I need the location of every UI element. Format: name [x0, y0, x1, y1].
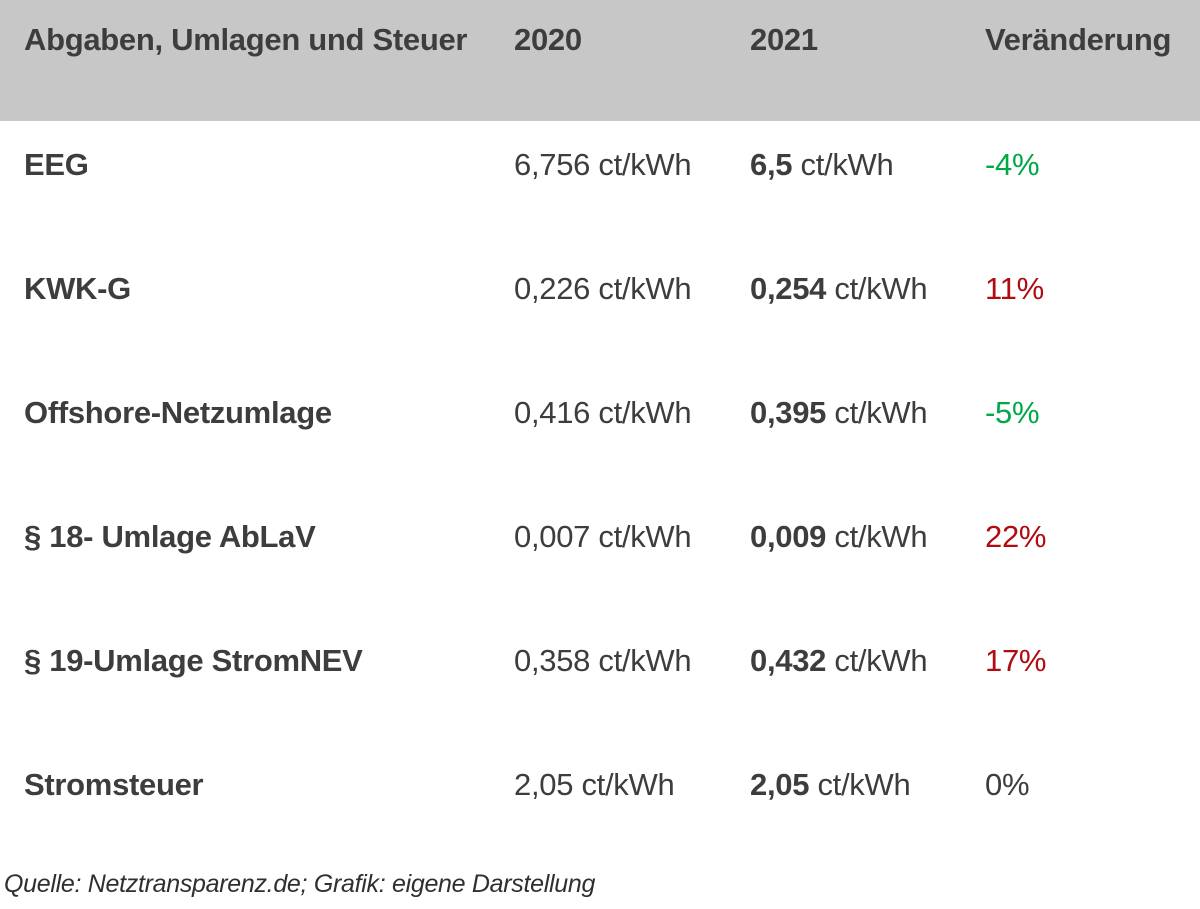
value-2021-unit: ct/kWh [792, 147, 894, 182]
row-label: § 18- Umlage AbLaV [24, 519, 316, 554]
value-2021: 0,009 ct/kWh [750, 519, 985, 555]
value-2021-number: 0,009 [750, 519, 827, 554]
value-2020-number: 0,358 [514, 643, 591, 678]
value-2021-unit: ct/kWh [826, 519, 928, 554]
value-2021-number: 0,254 [750, 271, 827, 306]
value-2021-number: 0,432 [750, 643, 827, 678]
value-2021: 6,5 ct/kWh [750, 147, 985, 183]
header-change: Veränderung [985, 22, 1172, 57]
row-label: EEG [24, 147, 89, 182]
value-2020-unit: ct/kWh [590, 147, 692, 182]
value-2020-number: 0,007 [514, 519, 591, 554]
value-2021-unit: ct/kWh [826, 643, 928, 678]
value-2020-unit: ct/kWh [590, 643, 692, 678]
value-2021-unit: ct/kWh [809, 767, 911, 802]
row-label: Offshore-Netzumlage [24, 395, 332, 430]
change-value: 0% [985, 767, 1030, 802]
value-2021-unit: ct/kWh [826, 271, 928, 306]
value-2020: 6,756 ct/kWh [514, 147, 750, 183]
header-title: Abgaben, Umlagen und Steuer [24, 22, 468, 57]
change-value: 22% [985, 519, 1047, 554]
table-row: EEG 6,756 ct/kWh 6,5 ct/kWh -4% [0, 121, 1200, 245]
value-2020: 0,226 ct/kWh [514, 271, 750, 307]
row-label: Stromsteuer [24, 767, 204, 802]
value-2020-unit: ct/kWh [573, 767, 675, 802]
row-label: KWK-G [24, 271, 131, 306]
value-2020-unit: ct/kWh [590, 519, 692, 554]
value-2021: 0,254 ct/kWh [750, 271, 985, 307]
source-note: Quelle: Netztransparenz.de; Grafik: eige… [4, 870, 596, 898]
table-row: Stromsteuer 2,05 ct/kWh 2,05 ct/kWh 0% [0, 741, 1200, 865]
table-body: EEG 6,756 ct/kWh 6,5 ct/kWh -4% KWK-G 0,… [0, 121, 1200, 865]
value-2020-unit: ct/kWh [590, 271, 692, 306]
value-2020: 0,416 ct/kWh [514, 395, 750, 431]
change-value: -5% [985, 395, 1040, 430]
value-2021-unit: ct/kWh [826, 395, 928, 430]
table-row: § 19-Umlage StromNEV 0,358 ct/kWh 0,432 … [0, 617, 1200, 741]
value-2021-number: 6,5 [750, 147, 793, 182]
change-value: -4% [985, 147, 1040, 182]
value-2021: 0,395 ct/kWh [750, 395, 985, 431]
table-row: Offshore-Netzumlage 0,416 ct/kWh 0,395 c… [0, 369, 1200, 493]
table-header-row: Abgaben, Umlagen und Steuer 2020 2021 Ve… [0, 0, 1200, 121]
value-2021: 0,432 ct/kWh [750, 643, 985, 679]
value-2020: 0,358 ct/kWh [514, 643, 750, 679]
value-2020: 0,007 ct/kWh [514, 519, 750, 555]
value-2020-number: 2,05 [514, 767, 574, 802]
value-2020-unit: ct/kWh [590, 395, 692, 430]
value-2020-number: 6,756 [514, 147, 591, 182]
value-2021-number: 0,395 [750, 395, 827, 430]
row-label: § 19-Umlage StromNEV [24, 643, 363, 678]
change-value: 11% [985, 271, 1044, 306]
table-row: KWK-G 0,226 ct/kWh 0,254 ct/kWh 11% [0, 245, 1200, 369]
change-value: 17% [985, 643, 1047, 678]
value-2021: 2,05 ct/kWh [750, 767, 985, 803]
table-row: § 18- Umlage AbLaV 0,007 ct/kWh 0,009 ct… [0, 493, 1200, 617]
value-2020-number: 0,416 [514, 395, 591, 430]
header-2020: 2020 [514, 22, 582, 57]
header-2021: 2021 [750, 22, 818, 57]
value-2021-number: 2,05 [750, 767, 810, 802]
value-2020-number: 0,226 [514, 271, 591, 306]
value-2020: 2,05 ct/kWh [514, 767, 750, 803]
